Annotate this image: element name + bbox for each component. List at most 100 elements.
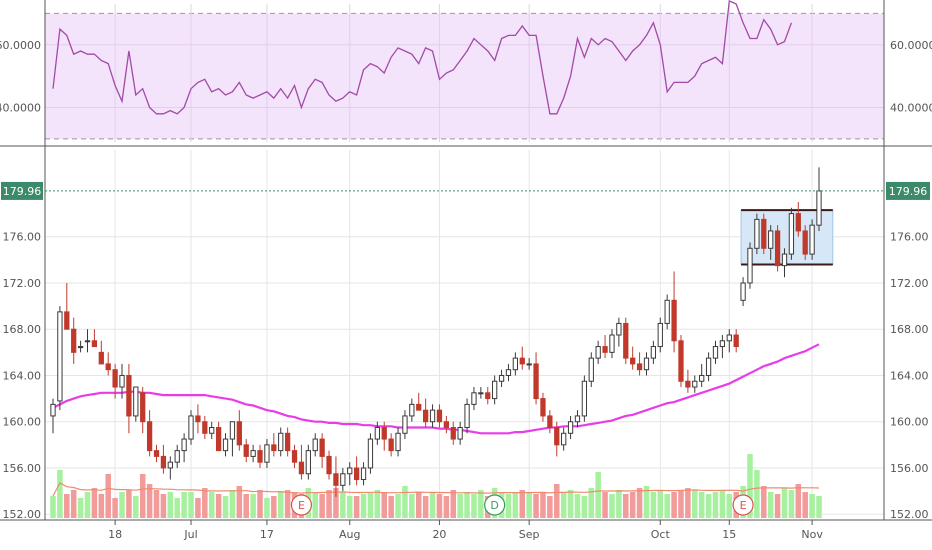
candle-down <box>91 329 98 348</box>
price-y-tick-right: 160.00 <box>890 416 929 429</box>
candle-up <box>588 352 594 388</box>
candle-body <box>202 421 208 434</box>
volume-bar <box>50 496 56 518</box>
candle-body <box>802 230 808 255</box>
volume-bar <box>381 492 388 518</box>
candle-up <box>712 340 719 364</box>
candle-up <box>50 398 56 434</box>
candle-down <box>388 433 394 457</box>
volume-bar <box>795 484 802 518</box>
oscillator-panel: 40.0000 40.0000 60.0000 60.0000 <box>0 0 932 142</box>
candle-body <box>533 363 539 400</box>
candle-body <box>312 438 318 452</box>
candle-down <box>153 444 160 463</box>
candle-body <box>471 392 477 405</box>
volume-bar <box>519 490 526 518</box>
volume-bar <box>623 494 629 518</box>
price-y-tick-right: 176.00 <box>890 231 929 244</box>
candle-down <box>202 415 208 440</box>
candle-body <box>616 322 622 336</box>
candle-down <box>319 433 325 468</box>
price-y-tick-left: 164.00 <box>3 369 42 382</box>
volume-bar <box>77 498 84 518</box>
volume-average-line <box>52 482 820 497</box>
x-tick-label: 20 <box>432 528 446 541</box>
candle-body <box>278 432 284 452</box>
volume-bar <box>91 488 98 518</box>
candle-up <box>209 421 215 440</box>
candle-body <box>643 357 650 371</box>
price-panel: E D E 179.96 179.96 152.00 152.00 156.00 156.00 1… <box>1 150 930 521</box>
candle-body <box>243 444 249 457</box>
volume-bar <box>464 492 470 518</box>
price-y-tick-left: 156.00 <box>3 462 42 475</box>
price-y-tick-right: 168.00 <box>890 323 929 336</box>
candle-body <box>457 427 463 440</box>
candle-down <box>381 421 387 451</box>
candle-down <box>243 439 249 463</box>
candle-down <box>354 456 360 486</box>
x-tick-label: Sep <box>519 528 540 541</box>
candle-down <box>126 363 132 434</box>
x-tick-label: Jul <box>183 528 197 541</box>
volume-bar <box>243 494 249 518</box>
candle-up <box>77 340 84 353</box>
candle-body <box>395 432 401 452</box>
candle-body <box>699 374 705 382</box>
candle-body <box>685 380 691 388</box>
candle-body <box>450 427 456 440</box>
candle-up <box>574 410 581 428</box>
candle-down <box>450 421 456 445</box>
volume-bar <box>774 494 781 518</box>
volume-bar <box>98 494 105 518</box>
volume-bar <box>409 494 415 518</box>
candle-down <box>146 410 153 457</box>
candle-down <box>795 202 801 237</box>
candle-body <box>678 340 684 382</box>
candle-up <box>643 352 650 376</box>
candle-body <box>774 230 781 267</box>
volume-bar <box>526 492 532 518</box>
candle-up <box>471 387 477 411</box>
candle-body <box>719 340 726 348</box>
candle-body <box>795 213 801 232</box>
candle-body <box>57 311 63 402</box>
candle-down <box>519 346 525 370</box>
candle-body <box>581 380 588 417</box>
volume-bar <box>719 490 726 518</box>
candle-body <box>754 218 760 249</box>
event-marker-circle <box>484 494 506 516</box>
candle-down <box>98 340 104 365</box>
candle-up <box>374 421 380 445</box>
candle-down <box>802 225 808 260</box>
candle-body <box>781 253 788 267</box>
candle-up <box>119 363 125 399</box>
candle-up <box>457 421 463 445</box>
candle-body <box>464 403 470 428</box>
candle-down <box>71 317 77 364</box>
candle-up <box>809 219 815 260</box>
candle-body <box>788 213 795 255</box>
volume-bar <box>809 494 815 518</box>
event-marker-circle <box>732 494 754 516</box>
candle-down <box>326 450 332 480</box>
candle-body <box>167 461 173 469</box>
candle-up <box>222 433 229 457</box>
volume-bar <box>388 496 394 518</box>
x-tick-label: Aug <box>339 528 360 541</box>
volume-bar <box>457 494 463 518</box>
candle-body <box>547 415 553 428</box>
volume-bar <box>816 496 822 518</box>
event-marker-e: E <box>290 494 313 516</box>
volume-bar <box>657 490 664 518</box>
candle-up <box>188 410 194 445</box>
candle-down <box>602 335 608 359</box>
candle-down <box>436 404 443 428</box>
oscillator-band <box>45 13 884 139</box>
candle-up <box>409 398 415 422</box>
volume-bar <box>57 470 63 518</box>
candle-up <box>747 242 753 289</box>
candle-up <box>664 294 670 330</box>
